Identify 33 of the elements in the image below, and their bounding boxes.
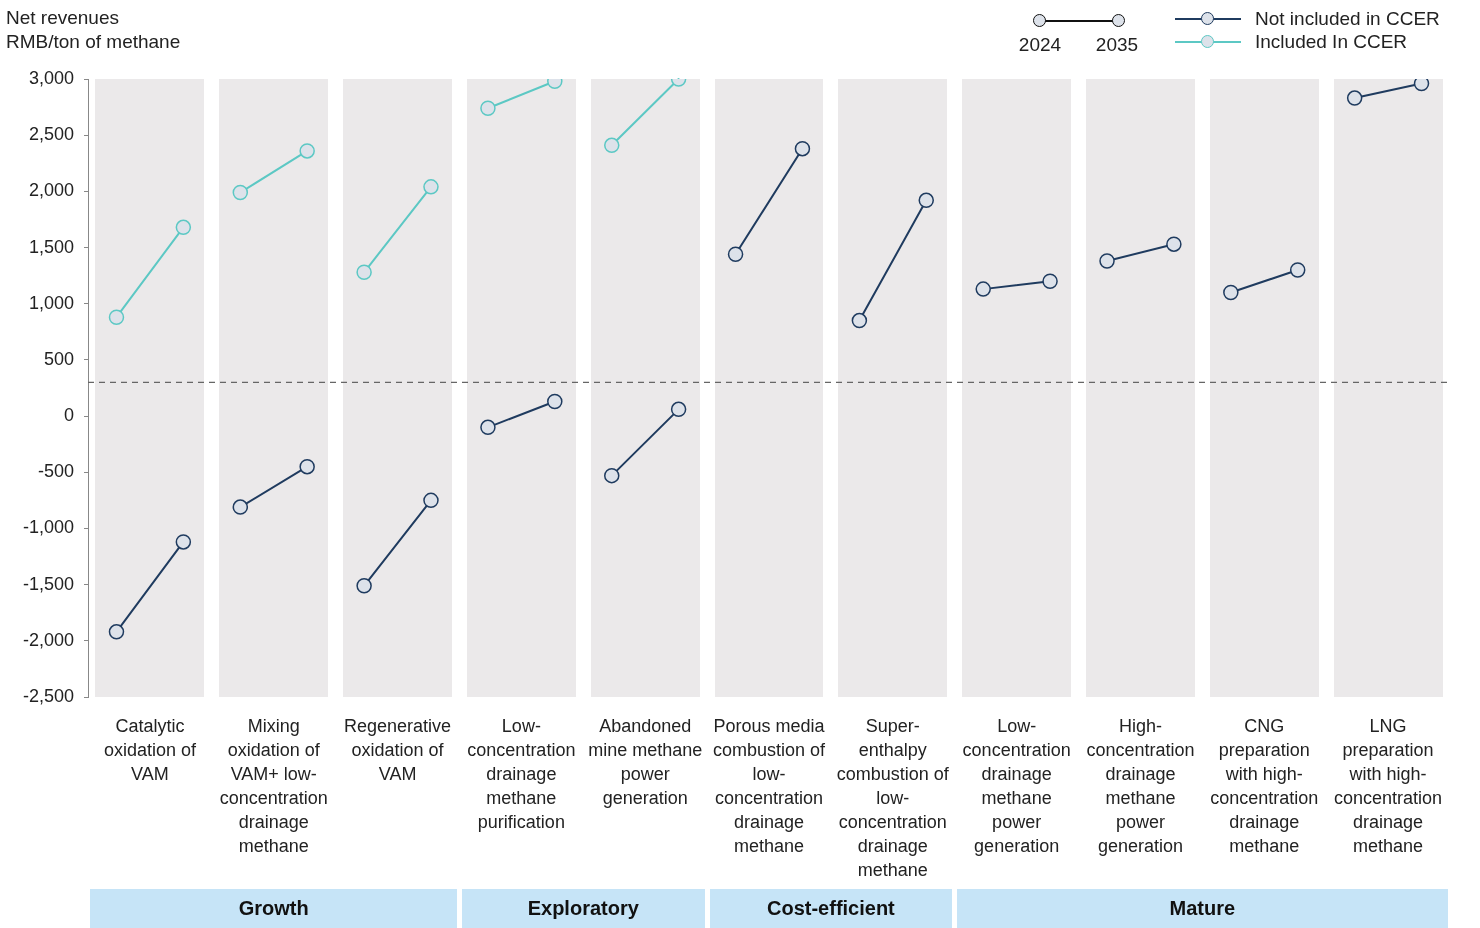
- text: Cost-efficient: [767, 897, 895, 920]
- x-tick-label: Catalytic oxidation of VAM: [103, 715, 197, 784]
- y-tick-label: 500: [43, 348, 74, 369]
- x-tick-label: High-concentration drainage methane power generation: [1086, 715, 1195, 856]
- text: Mature: [1169, 897, 1236, 920]
- x-tick-label: Porous media combustion of low-concentration drainage methane: [712, 715, 827, 856]
- chart-title: Net revenues: [6, 6, 120, 30]
- y-tick-label: 2,500: [28, 124, 74, 145]
- text: Growth: [238, 897, 309, 920]
- y-tick-label: -500: [37, 461, 74, 482]
- y-tick-label: 1,000: [28, 292, 74, 313]
- y-tick-label: 0: [63, 405, 74, 426]
- y-axis-title: RMB/ton of methane: [6, 30, 181, 54]
- legend-label: Included In CCER: [1255, 30, 1408, 53]
- x-tick-label: Low-concentration drainage methane purification: [467, 715, 576, 832]
- y-tick-label: 2,000: [28, 180, 74, 201]
- text: Exploratory: [527, 897, 639, 920]
- x-tick-label: CNG preparation with high-concentration drainage methane: [1210, 715, 1319, 856]
- text: 2024: [1018, 33, 1062, 57]
- text: 2035: [1095, 33, 1139, 57]
- x-tick-label: Low-concentration drainage methane power generation: [962, 715, 1071, 856]
- x-tick-label: Super-enthalpy combustion of low-concentration drainage methane: [836, 715, 950, 880]
- x-tick-label: Regenerative oxidation of VAM: [344, 715, 452, 784]
- y-tick-label: -1,500: [22, 573, 74, 594]
- y-tick-label: 3,000: [28, 67, 74, 88]
- legend-label: Not included in CCER: [1255, 7, 1440, 30]
- x-tick-label: LNG preparation with high-concentration drainage methane: [1334, 715, 1443, 856]
- y-tick-label: -2,000: [22, 629, 74, 650]
- x-tick-label: Mixing oxidation of VAM+ low-concentration drainage methane: [219, 715, 328, 856]
- y-tick-label: -2,500: [22, 685, 74, 706]
- x-tick-label: Abandoned mine methane power generation: [588, 715, 703, 808]
- y-tick-label: -1,000: [22, 517, 74, 538]
- y-tick-label: 1,500: [28, 236, 74, 257]
